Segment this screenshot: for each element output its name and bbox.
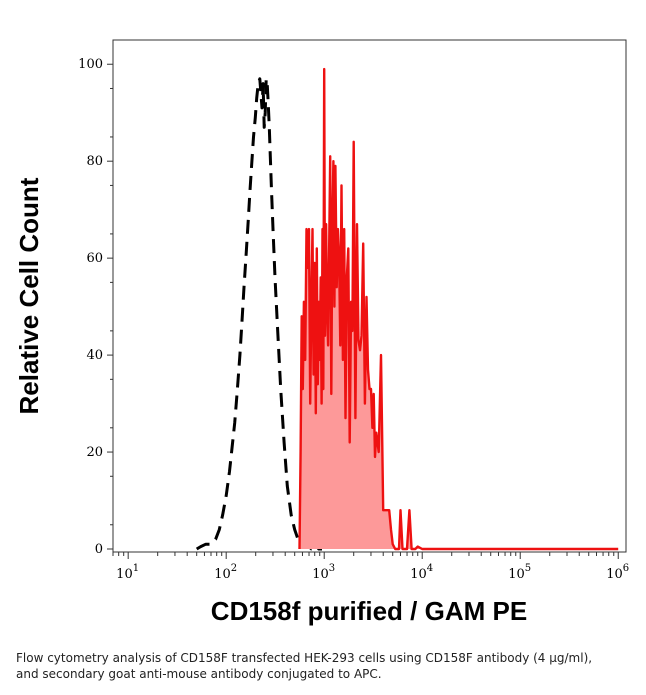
series-1-line (298, 67, 619, 551)
x-tick-label: 105 (508, 563, 531, 582)
y-tick-label: 80 (86, 154, 103, 169)
y-tick-label: 60 (86, 251, 103, 266)
series-0-line (195, 77, 322, 551)
figure-caption: Flow cytometry analysis of CD158F transf… (16, 651, 593, 681)
x-tick-label: 101 (116, 563, 139, 582)
x-tick-label: 103 (312, 563, 335, 582)
x-tick-label: 106 (606, 563, 629, 582)
y-tick-label: 100 (78, 57, 103, 72)
plot-area (112, 39, 627, 553)
x-tick-label: 104 (410, 563, 433, 582)
y-axis-title: Relative Cell Count (14, 177, 44, 414)
y-axis-ticks: 0 20 40 60 80 100 (78, 57, 113, 557)
y-tick-label: 20 (86, 445, 103, 460)
x-axis-title: CD158f purified / GAM PE (211, 596, 527, 626)
series-layer (195, 67, 619, 551)
x-axis-ticks: 101 102 103 104 105 106 (112, 552, 629, 582)
y-tick-label: 40 (86, 348, 103, 363)
x-tick-label: 102 (214, 563, 237, 582)
y-tick-label: 0 (95, 542, 103, 557)
histogram-chart: 101 102 103 104 105 106 0 20 40 60 80 100 CD158f p… (14, 39, 629, 626)
